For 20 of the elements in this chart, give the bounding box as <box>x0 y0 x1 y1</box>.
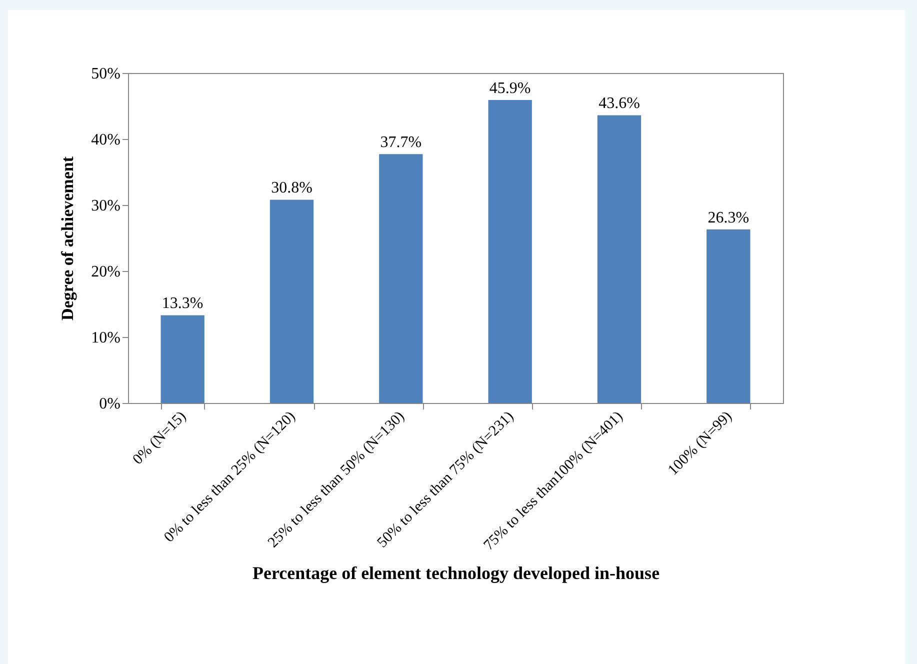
y-axis-title: Degree of achievement <box>58 156 78 320</box>
y-tick-label: 30% <box>91 198 120 214</box>
data-label: 26.3% <box>708 209 750 226</box>
data-label: 30.8% <box>271 180 312 197</box>
bar <box>488 100 532 403</box>
data-label: 43.6% <box>598 95 640 112</box>
y-tick-label: 0% <box>99 396 120 412</box>
bar <box>706 229 750 403</box>
bar <box>597 115 642 403</box>
bar <box>270 200 314 403</box>
y-tick-label: 50% <box>91 66 120 82</box>
y-tick-label: 20% <box>91 264 120 280</box>
bar <box>160 315 204 403</box>
y-tick-label: 40% <box>91 132 120 148</box>
y-tick-label: 10% <box>91 330 120 346</box>
x-axis-title: Percentage of element technology developed in-house <box>252 562 660 583</box>
data-label: 45.9% <box>489 80 531 98</box>
data-label: 37.7% <box>380 134 422 152</box>
bar <box>379 154 423 403</box>
data-label: 13.3% <box>162 295 204 312</box>
